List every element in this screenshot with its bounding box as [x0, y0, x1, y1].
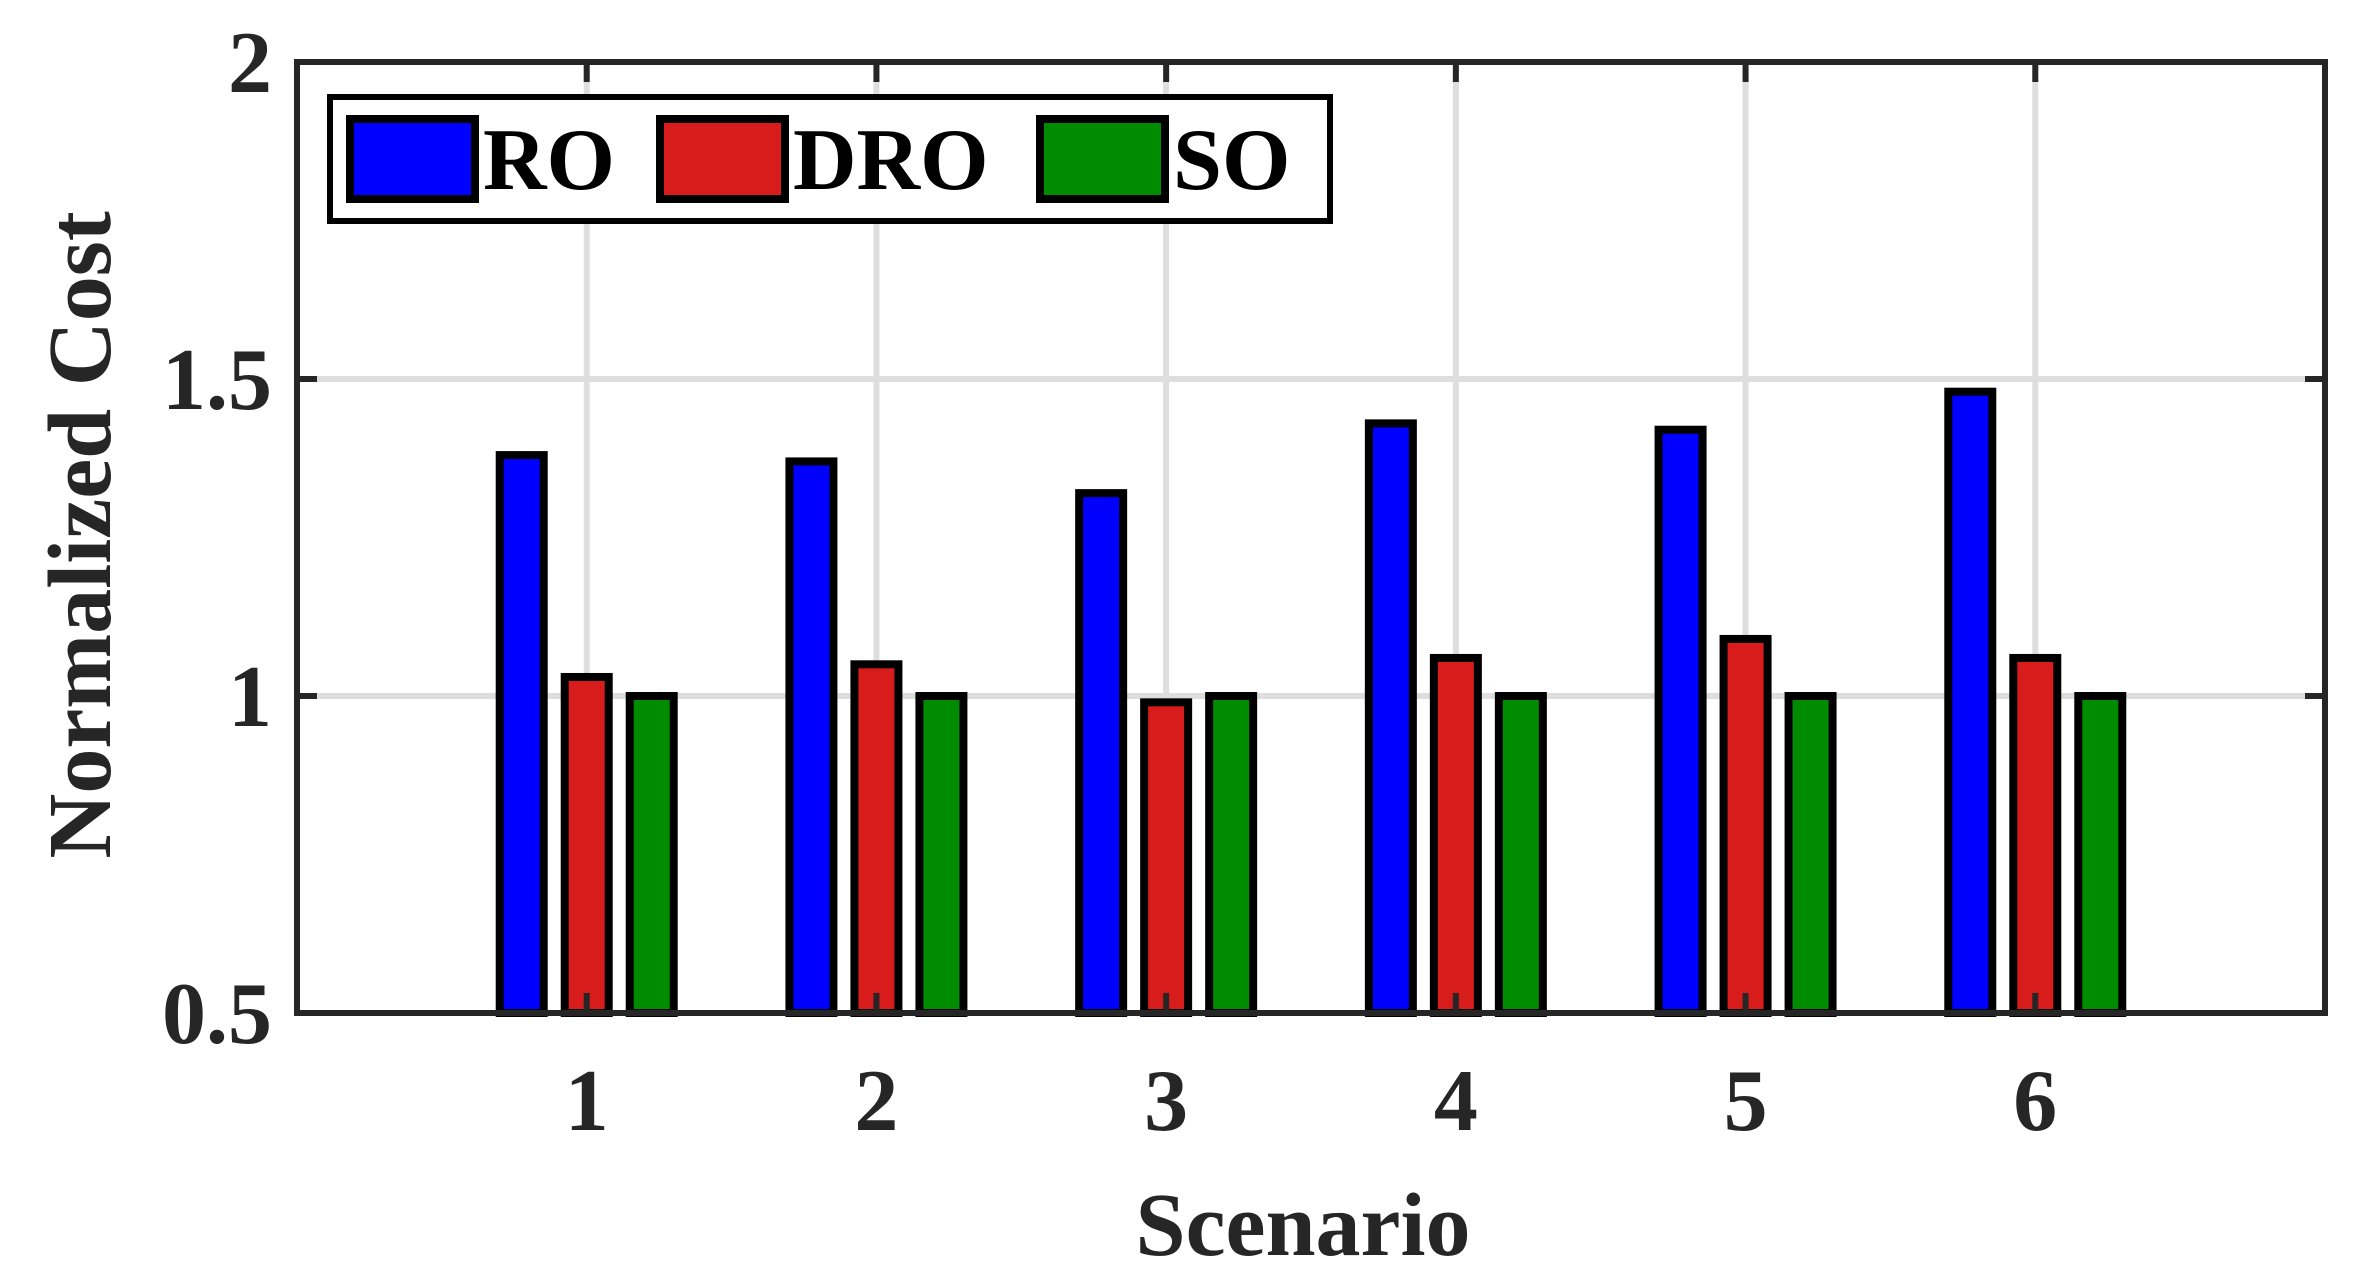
x-tick-label: 5 — [1724, 1053, 1768, 1150]
y-tick-label: 1 — [228, 649, 272, 746]
bar-so-5 — [1784, 692, 1837, 1017]
legend-label-ro: RO — [483, 112, 615, 209]
bar-dro-1 — [560, 672, 613, 1017]
x-tick-label: 1 — [565, 1053, 609, 1150]
legend-swatch-dro — [656, 115, 789, 203]
bar-dro-5 — [1719, 634, 1772, 1017]
legend: RO DRO SO — [327, 94, 1333, 224]
bar-so-6 — [2074, 692, 2127, 1017]
y-tick-label: 2 — [228, 15, 272, 112]
bar-so-3 — [1205, 692, 1258, 1017]
bar-ro-3 — [1075, 489, 1128, 1017]
legend-label-dro: DRO — [793, 112, 989, 209]
x-axis-label: Scenario — [1136, 1176, 1471, 1275]
tick-marks — [297, 59, 2325, 1016]
bar-so-1 — [625, 692, 678, 1017]
bar-dro-3 — [1140, 698, 1193, 1018]
bar-ro-1 — [495, 451, 548, 1017]
y-tick-labels: 0.5 1 1.5 2 — [162, 15, 272, 1063]
y-tick-label: 1.5 — [162, 332, 272, 429]
bar-dro-4 — [1429, 653, 1482, 1018]
bar-ro-6 — [1944, 387, 1997, 1017]
plot-frame — [294, 59, 2328, 1016]
y-tick-label: 0.5 — [162, 966, 272, 1063]
bar-so-4 — [1494, 692, 1547, 1017]
bar-so-2 — [915, 692, 968, 1017]
legend-swatch-ro — [346, 115, 479, 203]
x-tick-label: 2 — [854, 1053, 898, 1150]
bar-ro-5 — [1654, 425, 1707, 1018]
legend-swatch-so — [1036, 115, 1169, 203]
bar-dro-2 — [850, 660, 903, 1017]
x-tick-label: 3 — [1144, 1053, 1188, 1150]
bar-ro-4 — [1364, 419, 1417, 1017]
x-tick-labels: 1 2 3 4 5 6 — [565, 1053, 2058, 1150]
bar-dro-6 — [2009, 653, 2062, 1018]
legend-label-so: SO — [1173, 112, 1290, 209]
x-tick-label: 4 — [1434, 1053, 1478, 1150]
x-tick-label: 6 — [2013, 1053, 2057, 1150]
bar-ro-2 — [785, 457, 838, 1018]
y-axis-label: Normalized Cost — [31, 211, 130, 858]
